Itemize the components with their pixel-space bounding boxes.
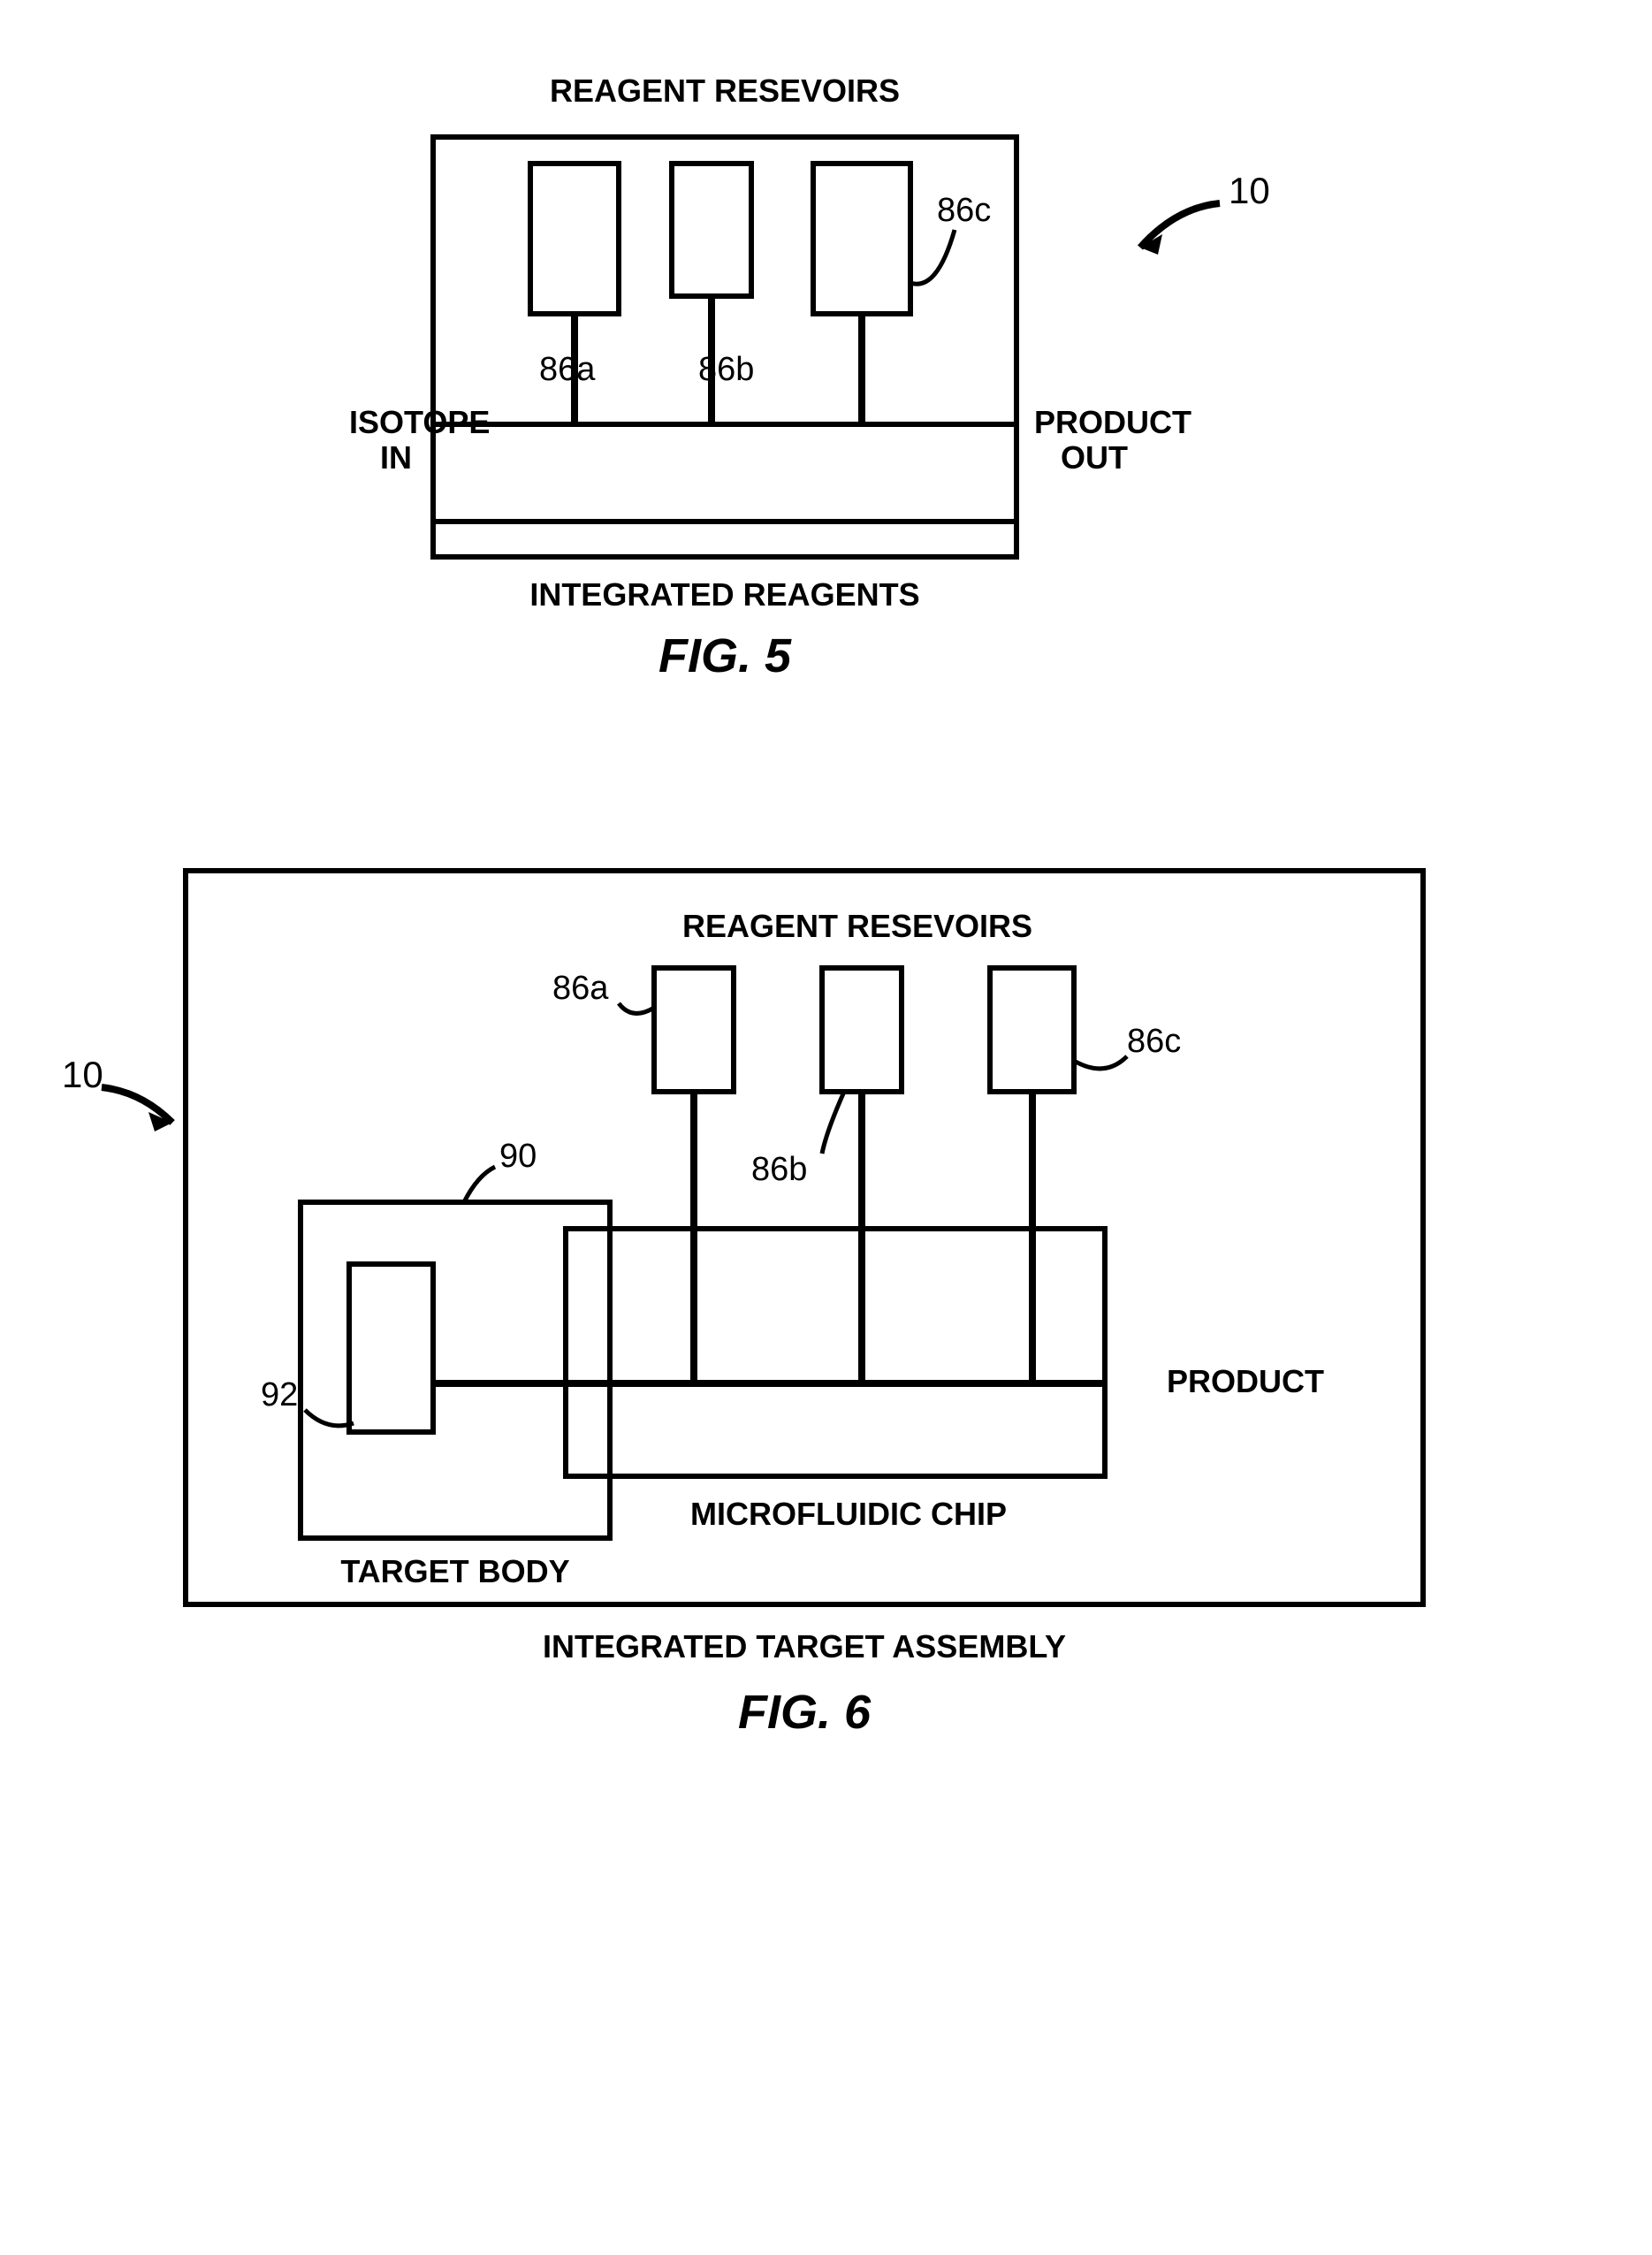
fig6-reservoir-b-label: 86b bbox=[751, 1151, 807, 1188]
fig5-reservoir-a bbox=[530, 164, 619, 314]
fig6-ref92-leader bbox=[305, 1410, 354, 1426]
fig6-caption: FIG. 6 bbox=[738, 1686, 872, 1739]
fig6-ref90-leader bbox=[464, 1167, 495, 1202]
fig6-title-top: REAGENT RESEVOIRS bbox=[682, 908, 1032, 944]
fig5-container bbox=[433, 137, 1016, 557]
fig5-product-out-2: OUT bbox=[1061, 439, 1128, 476]
fig6-ref90: 90 bbox=[499, 1138, 537, 1175]
fig6-ref10-arrow bbox=[102, 1087, 172, 1123]
fig6-svg: REAGENT RESEVOIRS 86a 86b 86c 90 92 10 P… bbox=[53, 866, 1599, 1839]
fig5-reservoir-b bbox=[672, 164, 751, 296]
fig6-reservoir-a-leader bbox=[619, 1003, 654, 1013]
fig5-svg: REAGENT RESEVOIRS 86a 86b 86c ISOTOPE IN… bbox=[53, 53, 1599, 760]
fig5-ref10: 10 bbox=[1229, 170, 1270, 211]
fig5-title-top: REAGENT RESEVOIRS bbox=[550, 72, 900, 109]
fig5-reservoir-b-label: 86b bbox=[698, 351, 754, 388]
fig6-label-chip: MICROFLUIDIC CHIP bbox=[690, 1496, 1007, 1532]
fig6-title-bottom: INTEGRATED TARGET ASSEMBLY bbox=[543, 1628, 1066, 1665]
fig6-reservoir-c-label: 86c bbox=[1127, 1023, 1181, 1060]
fig6-target bbox=[349, 1264, 433, 1432]
fig5-reservoir-c-label: 86c bbox=[937, 192, 991, 229]
fig6-reservoir-c bbox=[990, 968, 1074, 1092]
fig6-label-product: PRODUCT bbox=[1167, 1363, 1324, 1399]
fig5-isotope-in-1: ISOTOPE bbox=[349, 404, 490, 440]
fig5-product-out-1: PRODUCT bbox=[1034, 404, 1191, 440]
fig6-outer bbox=[186, 871, 1423, 1604]
fig6-reservoir-b-leader bbox=[822, 1092, 844, 1154]
fig6-reservoir-b bbox=[822, 968, 902, 1092]
fig6-ref92: 92 bbox=[261, 1376, 298, 1413]
fig6-ref10: 10 bbox=[62, 1054, 103, 1095]
fig6-reservoir-c-leader bbox=[1074, 1056, 1127, 1069]
fig5-reservoir-c bbox=[813, 164, 910, 314]
fig6-label-targetbody: TARGET BODY bbox=[340, 1553, 569, 1589]
fig5-title-bottom: INTEGRATED REAGENTS bbox=[529, 576, 919, 613]
fig6-reservoir-a bbox=[654, 968, 734, 1092]
fig6-reservoir-a-label: 86a bbox=[552, 970, 609, 1007]
fig6-chip bbox=[566, 1229, 1105, 1476]
fig5-reservoir-a-label: 86a bbox=[539, 351, 596, 388]
fig5-isotope-in-2: IN bbox=[380, 439, 412, 476]
fig5-reservoir-c-leader bbox=[910, 230, 955, 284]
fig5-caption: FIG. 5 bbox=[659, 629, 792, 682]
